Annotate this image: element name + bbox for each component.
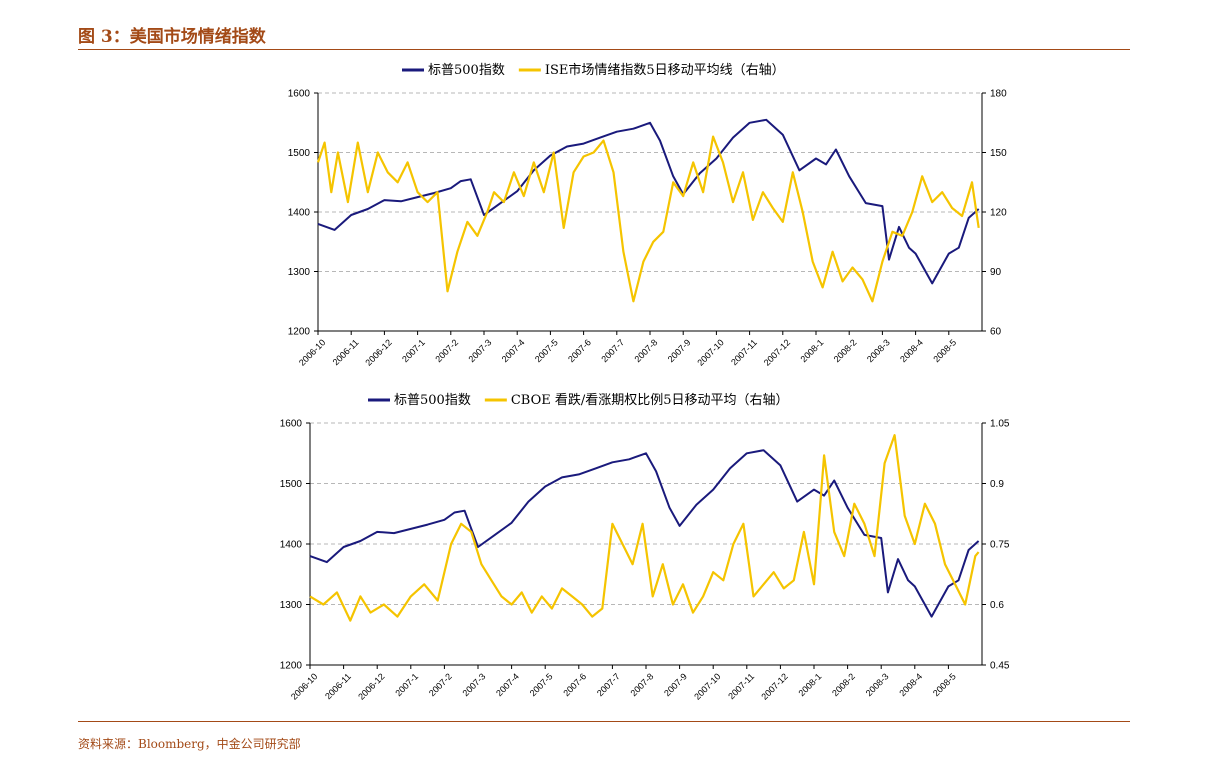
- x-tick-label: 2007-12: [762, 337, 792, 367]
- x-tick-label: 2007-3: [467, 337, 494, 364]
- x-tick-label: 2006-10: [297, 337, 327, 367]
- x-tick-label: 2007-6: [561, 671, 588, 698]
- y-left-tick-label: 1300: [288, 267, 311, 278]
- legend-label: 标普500指数: [394, 393, 471, 408]
- x-tick-label: 2008-1: [797, 671, 824, 698]
- x-tick-label: 2007-9: [666, 337, 693, 364]
- x-tick-label: 2006-12: [363, 337, 393, 367]
- series-line-sentiment: [309, 434, 980, 622]
- x-tick-label: 2008-5: [931, 671, 958, 698]
- series-line-spx: [317, 118, 980, 285]
- series-line-sentiment: [316, 135, 980, 303]
- x-tick-label: 2007-10: [695, 337, 725, 367]
- x-tick-label: 2007-8: [633, 337, 660, 364]
- x-tick-label: 2006-11: [331, 337, 361, 367]
- x-tick-label: 2007-1: [400, 337, 427, 364]
- title-rule: [78, 49, 1130, 50]
- x-tick-label: 2008-3: [864, 671, 891, 698]
- x-tick-label: 2008-2: [830, 671, 857, 698]
- x-tick-label: 2007-4: [494, 671, 521, 698]
- y-left-tick-label: 1600: [288, 89, 311, 100]
- y-right-tick-label: 180: [990, 89, 1007, 100]
- x-tick-label: 2006-11: [323, 671, 353, 701]
- x-tick-label: 2007-4: [500, 337, 527, 364]
- y-right-tick-label: 150: [990, 148, 1007, 159]
- figure-title: 图 3：美国市场情绪指数: [78, 27, 266, 47]
- x-tick-label: 2007-2: [427, 671, 454, 698]
- x-tick-label: 2008-1: [799, 337, 826, 364]
- y-left-tick-label: 1300: [280, 600, 303, 611]
- y-right-tick-label: 0.75: [990, 540, 1010, 551]
- y-right-tick-label: 0.6: [990, 600, 1004, 611]
- x-tick-label: 2007-5: [533, 337, 560, 364]
- y-right-tick-label: 1.05: [990, 419, 1010, 430]
- x-tick-label: 2007-1: [393, 671, 420, 698]
- x-tick-label: 2007-11: [726, 671, 756, 701]
- x-tick-label: 2007-3: [461, 671, 488, 698]
- x-tick-label: 2007-2: [433, 337, 460, 364]
- chart-2: 1200 0.45 1300 0.6 1400 0.75 1500 0.9 1600 1.05 20…: [280, 392, 1010, 702]
- y-left-tick-label: 1500: [288, 148, 311, 159]
- x-tick-label: 2007-9: [662, 671, 689, 698]
- series-line-spx: [309, 449, 980, 618]
- x-tick-label: 2006-10: [289, 671, 319, 701]
- y-left-tick-label: 1600: [280, 419, 303, 430]
- y-right-tick-label: 120: [990, 208, 1007, 219]
- x-tick-label: 2007-12: [759, 671, 789, 701]
- legend-label: 标普500指数: [428, 63, 505, 78]
- x-tick-label: 2006-12: [356, 671, 386, 701]
- y-right-tick-label: 0.9: [990, 479, 1004, 490]
- x-tick-label: 2008-4: [897, 671, 924, 698]
- x-tick-label: 2008-5: [931, 337, 958, 364]
- x-tick-label: 2007-11: [729, 337, 759, 367]
- x-tick-label: 2008-2: [832, 337, 859, 364]
- y-left-tick-label: 1400: [288, 208, 311, 219]
- y-left-tick-label: 1500: [280, 479, 303, 490]
- y-left-tick-label: 1200: [280, 661, 303, 672]
- x-tick-label: 2008-3: [865, 337, 892, 364]
- y-right-tick-label: 60: [990, 327, 1002, 338]
- y-right-tick-label: 0.45: [990, 661, 1010, 672]
- y-right-tick-label: 90: [990, 267, 1002, 278]
- chart-1: 1200 60 1300 90 1400 120 1500 150 1600 180 2006-10…: [288, 62, 1007, 368]
- legend-label: ISE市场情绪指数5日移动平均线（右轴）: [545, 62, 785, 78]
- x-tick-label: 2008-4: [898, 337, 925, 364]
- y-left-tick-label: 1200: [288, 327, 311, 338]
- x-tick-label: 2007-5: [528, 671, 555, 698]
- source-note: 资料来源：Bloomberg，中金公司研究部: [78, 737, 301, 751]
- y-left-tick-label: 1400: [280, 540, 303, 551]
- x-tick-label: 2007-10: [692, 671, 722, 701]
- footer-rule: [78, 721, 1130, 722]
- x-tick-label: 2007-7: [595, 671, 622, 698]
- x-tick-label: 2007-8: [629, 671, 656, 698]
- x-tick-label: 2007-7: [599, 337, 626, 364]
- x-tick-label: 2007-6: [566, 337, 593, 364]
- legend-label: CBOE 看跌/看涨期权比例5日移动平均（右轴）: [511, 392, 789, 408]
